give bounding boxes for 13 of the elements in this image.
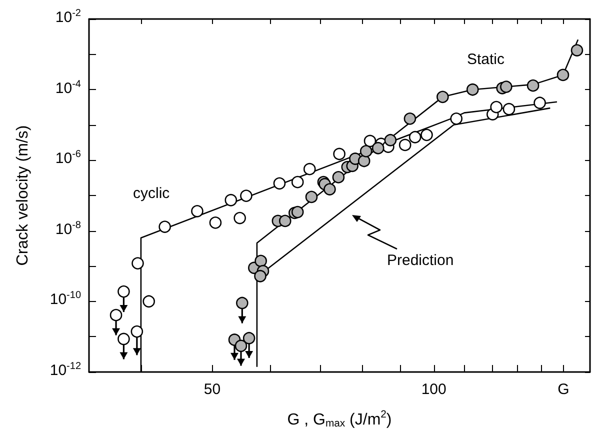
- y-axis-title: Crack velocity (m/s): [14, 125, 32, 266]
- y-tick-label: 10$^{-6}$: [55, 149, 81, 170]
- y-tick-label: 10$^{-12}$: [50, 361, 81, 381]
- y-tick-label: 10$^{-8}$: [55, 220, 81, 240]
- y-tick-label: 10$^{-4}$: [55, 78, 81, 99]
- y-tick-label: 10$^{-10}$: [50, 290, 81, 310]
- annotation: Prediction: [387, 252, 454, 269]
- x-tick-label: 100: [421, 381, 446, 398]
- y-tick-label: 10$^{-2}$: [55, 8, 81, 28]
- series-label: Static: [467, 51, 506, 68]
- series-label: cyclic: [133, 185, 170, 202]
- x-tick-label: G: [558, 381, 570, 398]
- x-tick-label: 50: [204, 381, 221, 398]
